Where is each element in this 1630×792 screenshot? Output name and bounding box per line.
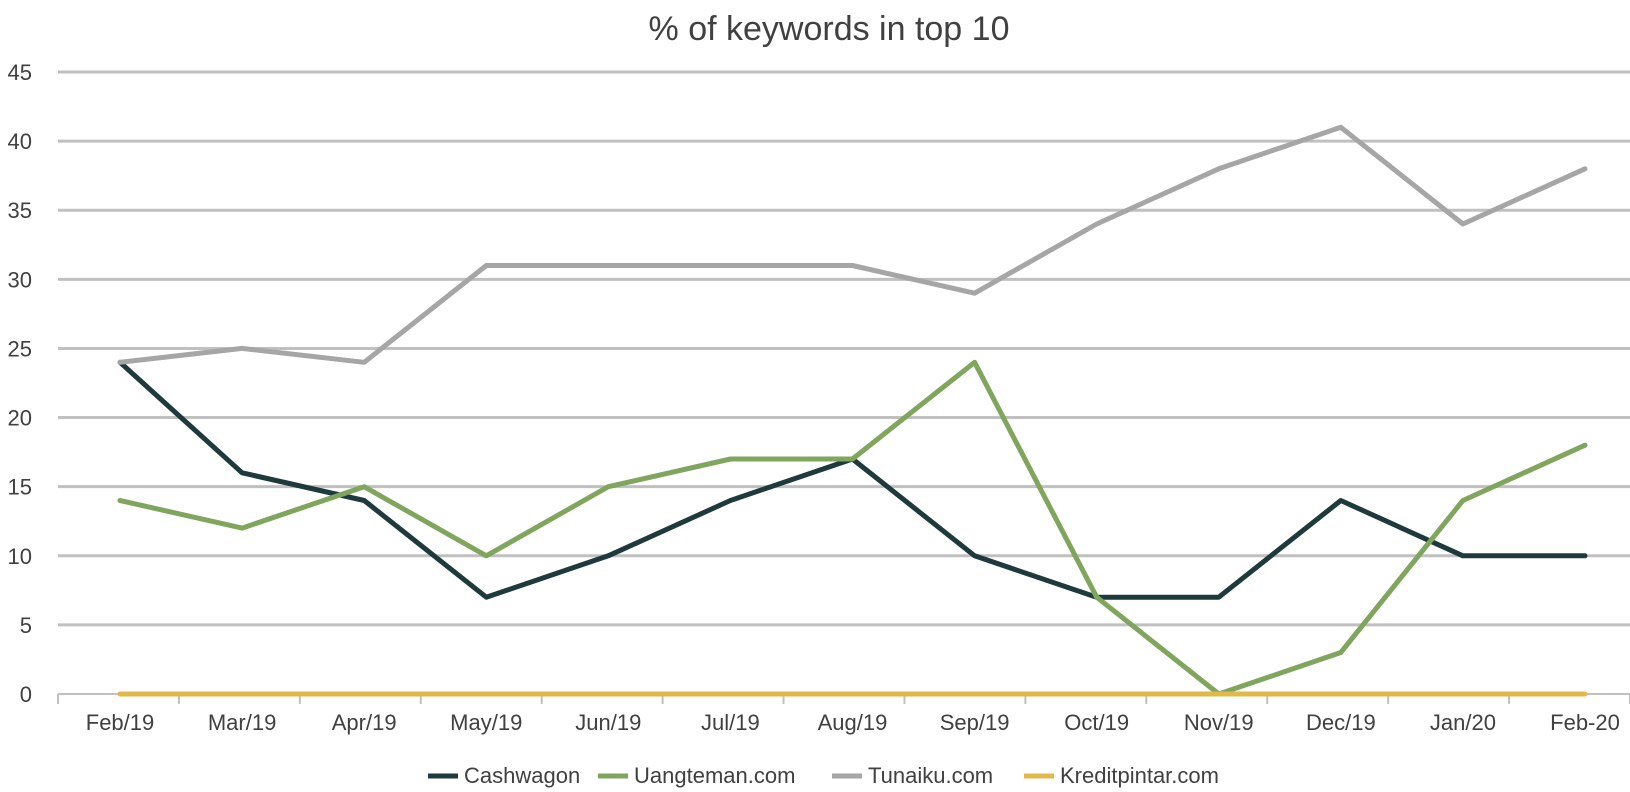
data-point — [851, 457, 854, 461]
data-point — [1095, 595, 1099, 599]
y-tick-label: 35 — [8, 198, 32, 223]
y-tick-label: 25 — [8, 336, 32, 361]
data-point — [484, 595, 488, 599]
data-point — [606, 692, 610, 696]
y-tick-label: 0 — [20, 682, 32, 707]
data-point — [1217, 692, 1221, 696]
data-point — [1339, 692, 1343, 696]
data-point — [1217, 167, 1221, 171]
x-tick-label: Oct/19 — [1064, 710, 1129, 735]
data-point — [1461, 498, 1465, 502]
legend-label: Kreditpintar.com — [1060, 763, 1219, 788]
x-tick-label: Sep/19 — [940, 710, 1010, 735]
data-point — [1461, 692, 1465, 696]
y-tick-label: 30 — [8, 267, 32, 292]
y-tick-label: 5 — [20, 613, 32, 638]
data-point — [851, 692, 854, 696]
data-point — [728, 457, 732, 461]
y-tick-label: 45 — [8, 60, 32, 85]
legend: Cashwagon Uangteman.com Tunaiku.com Kreditp… — [428, 763, 1219, 788]
data-point — [362, 485, 366, 489]
x-tick-label: Aug/19 — [818, 710, 888, 735]
data-point — [1095, 692, 1099, 696]
data-point — [1583, 692, 1587, 696]
series-line — [117, 359, 1588, 697]
data-point — [1583, 167, 1587, 171]
x-tick-label: Apr/19 — [332, 710, 397, 735]
data-point — [851, 264, 854, 268]
data-point — [484, 554, 488, 558]
x-tick-label: Feb/19 — [86, 710, 155, 735]
data-point — [484, 692, 488, 696]
data-point — [973, 360, 977, 364]
legend-label: Tunaiku.com — [868, 763, 993, 788]
x-axis-labels: Feb/19 Mar/19 Apr/19 May/19 Jun/19 Jul/19 Aug/… — [86, 710, 1620, 735]
x-tick-label: Nov/19 — [1184, 710, 1254, 735]
x-tick-label: Jul/19 — [701, 710, 760, 735]
x-tick-label: Dec/19 — [1306, 710, 1376, 735]
data-point — [1461, 554, 1465, 558]
data-point — [1339, 125, 1343, 129]
data-point — [240, 526, 244, 530]
grid — [58, 70, 1630, 627]
data-point — [362, 360, 366, 364]
data-point — [606, 485, 610, 489]
data-point — [973, 692, 977, 696]
series-line — [117, 359, 1588, 600]
legend-label: Cashwagon — [464, 763, 580, 788]
data-point — [728, 264, 732, 268]
data-point — [484, 264, 488, 268]
y-axis-labels: 0 5 10 15 20 25 30 35 40 45 — [8, 60, 32, 707]
data-point — [973, 291, 977, 295]
x-tick-label: Jan/20 — [1430, 710, 1496, 735]
data-point — [362, 498, 366, 502]
data-point — [1095, 222, 1099, 226]
data-point — [973, 554, 977, 558]
chart-title: % of keywords in top 10 — [649, 10, 1010, 48]
x-tick-label: Feb-20 — [1550, 710, 1620, 735]
x-tick-label: Jun/19 — [575, 710, 641, 735]
data-point — [118, 498, 122, 502]
legend-label: Uangteman.com — [634, 763, 795, 788]
y-tick-label: 40 — [8, 129, 32, 154]
data-point — [118, 360, 122, 364]
y-tick-label: 10 — [8, 544, 32, 569]
data-point — [1217, 595, 1221, 599]
data-point — [240, 692, 244, 696]
data-point — [1339, 651, 1343, 655]
data-point — [1583, 554, 1587, 558]
data-point — [606, 264, 610, 268]
data-point — [240, 346, 244, 350]
x-tick-label: May/19 — [450, 710, 522, 735]
data-point — [362, 692, 366, 696]
data-point — [728, 498, 732, 502]
data-point — [1461, 222, 1465, 226]
data-point — [118, 692, 122, 696]
series-line — [117, 124, 1588, 365]
data-point — [606, 554, 610, 558]
y-tick-label: 20 — [8, 406, 32, 431]
series-lines — [117, 124, 1588, 697]
data-point — [728, 692, 732, 696]
data-point — [1339, 498, 1343, 502]
data-point — [1583, 443, 1587, 447]
x-tick-label: Mar/19 — [208, 710, 276, 735]
data-point — [240, 471, 244, 475]
y-tick-label: 15 — [8, 475, 32, 500]
